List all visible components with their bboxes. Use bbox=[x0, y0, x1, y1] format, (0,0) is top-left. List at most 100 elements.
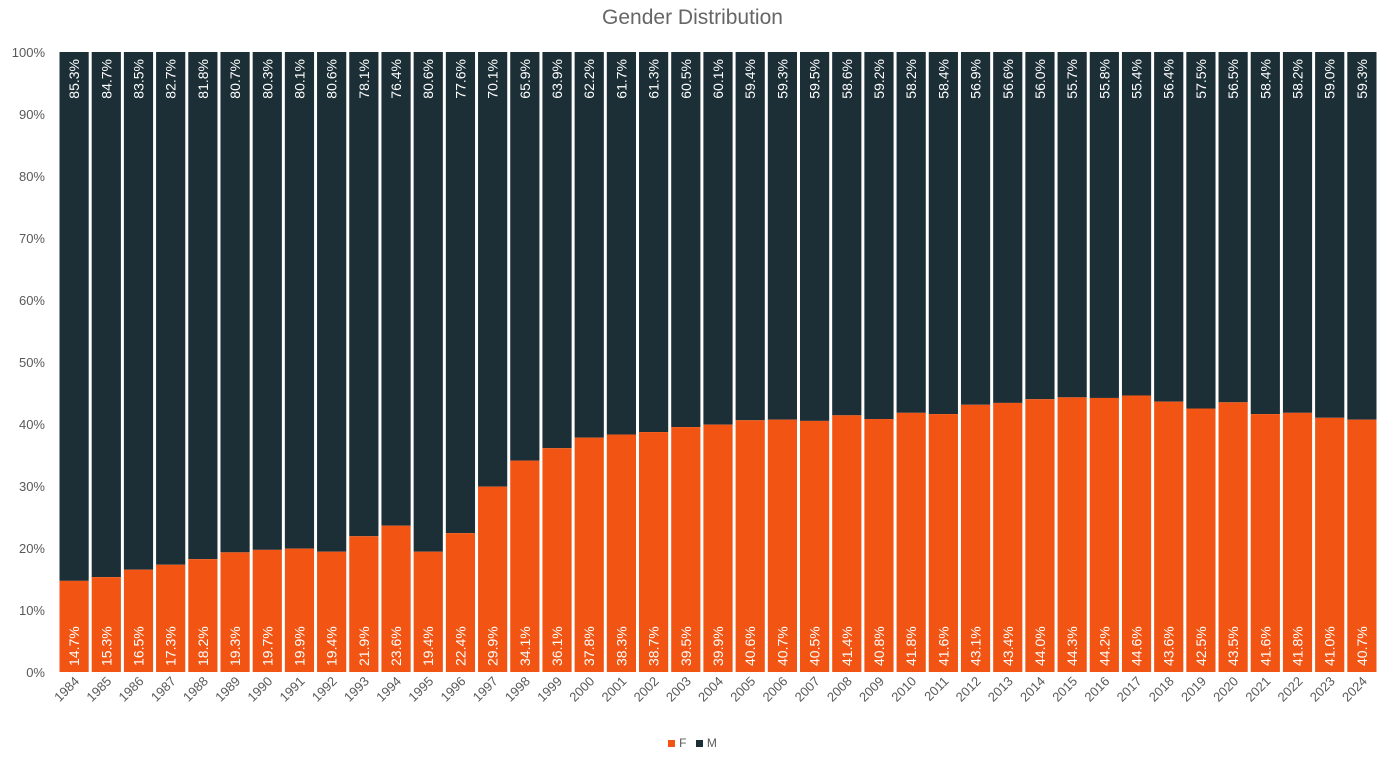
data-label-m: 61.7% bbox=[613, 59, 629, 99]
legend-label-m: M bbox=[706, 736, 717, 750]
y-tick-label: 0% bbox=[26, 665, 45, 680]
bar-m-2019 bbox=[1186, 52, 1216, 409]
data-label-f: 19.3% bbox=[227, 626, 243, 666]
data-label-f: 19.7% bbox=[259, 626, 275, 666]
bar-f-2015 bbox=[1057, 397, 1087, 672]
data-label-f: 21.9% bbox=[356, 626, 372, 666]
bar-m-2008 bbox=[832, 52, 862, 416]
data-label-m: 70.1% bbox=[485, 59, 501, 99]
data-label-m: 76.4% bbox=[388, 59, 404, 99]
data-label-f: 43.6% bbox=[1161, 626, 1177, 666]
x-tick-label: 2018 bbox=[1146, 674, 1177, 705]
bar-m-1999 bbox=[542, 52, 572, 449]
data-label-f: 41.6% bbox=[1257, 626, 1273, 666]
data-label-f: 40.5% bbox=[807, 626, 823, 666]
data-label-f: 44.6% bbox=[1129, 626, 1145, 666]
bar-m-1993 bbox=[349, 52, 379, 537]
bar-m-2015 bbox=[1057, 52, 1087, 398]
bar-m-2017 bbox=[1121, 52, 1152, 396]
x-tick-label: 2013 bbox=[985, 674, 1016, 705]
data-label-m: 55.7% bbox=[1064, 59, 1080, 99]
x-tick-label: 2022 bbox=[1275, 674, 1306, 705]
y-tick-label: 60% bbox=[19, 293, 45, 308]
bar-m-1992 bbox=[317, 52, 347, 552]
legend: F M bbox=[0, 736, 1385, 750]
x-tick-label: 1984 bbox=[51, 674, 82, 705]
data-label-m: 59.0% bbox=[1322, 59, 1338, 99]
data-label-m: 55.4% bbox=[1129, 59, 1145, 99]
bar-f-2018 bbox=[1154, 401, 1184, 672]
bar-f-2001 bbox=[606, 434, 637, 672]
bar-m-2011 bbox=[928, 52, 958, 415]
bar-f-1988 bbox=[188, 559, 218, 672]
bar-f-1986 bbox=[123, 569, 154, 672]
y-tick-label: 30% bbox=[19, 479, 45, 494]
data-label-f: 44.2% bbox=[1096, 626, 1112, 666]
x-tick-label: 2017 bbox=[1114, 674, 1145, 705]
data-label-f: 19.4% bbox=[324, 626, 340, 666]
bar-m-1996 bbox=[445, 52, 476, 534]
data-label-m: 59.3% bbox=[1354, 59, 1370, 99]
bar-f-2021 bbox=[1250, 414, 1280, 672]
bar-m-2003 bbox=[671, 52, 701, 428]
x-tick-label: 1992 bbox=[309, 674, 340, 705]
bar-f-2019 bbox=[1186, 408, 1216, 672]
bar-f-1995 bbox=[413, 551, 443, 672]
x-tick-label: 2019 bbox=[1178, 674, 1209, 705]
data-label-f: 14.7% bbox=[66, 626, 82, 666]
x-tick-label: 2024 bbox=[1339, 674, 1370, 705]
bar-m-1985 bbox=[91, 52, 121, 578]
data-label-m: 84.7% bbox=[98, 59, 114, 99]
x-tick-label: 2009 bbox=[856, 674, 887, 705]
data-label-m: 58.4% bbox=[1257, 59, 1273, 99]
bar-m-2005 bbox=[735, 52, 765, 421]
data-label-f: 29.9% bbox=[485, 626, 501, 666]
data-label-f: 41.8% bbox=[1290, 626, 1306, 666]
data-label-m: 58.4% bbox=[935, 59, 951, 99]
bar-m-2009 bbox=[864, 52, 894, 420]
data-label-f: 40.7% bbox=[1354, 626, 1370, 666]
x-tick-label: 2011 bbox=[921, 674, 951, 704]
bar-f-1993 bbox=[349, 536, 379, 672]
data-label-m: 80.1% bbox=[291, 59, 307, 99]
bar-m-2018 bbox=[1154, 52, 1184, 402]
data-label-m: 63.9% bbox=[549, 59, 565, 99]
data-label-f: 38.7% bbox=[646, 626, 662, 666]
data-label-m: 56.5% bbox=[1225, 59, 1241, 99]
data-label-f: 44.0% bbox=[1032, 626, 1048, 666]
x-tick-label: 2020 bbox=[1210, 674, 1241, 705]
data-label-f: 43.1% bbox=[968, 626, 984, 666]
x-tick-label: 2023 bbox=[1307, 674, 1338, 705]
bar-m-2020 bbox=[1218, 52, 1248, 403]
x-tick-label: 1996 bbox=[438, 674, 469, 705]
bar-f-2011 bbox=[928, 414, 958, 672]
data-label-m: 83.5% bbox=[130, 59, 146, 99]
x-tick-label: 2002 bbox=[631, 674, 662, 705]
data-label-f: 15.3% bbox=[98, 626, 114, 666]
x-tick-label: 1997 bbox=[470, 674, 501, 705]
data-label-m: 55.8% bbox=[1096, 59, 1112, 99]
legend-item-f: F bbox=[668, 736, 687, 750]
data-label-f: 40.7% bbox=[774, 626, 790, 666]
data-label-m: 58.6% bbox=[839, 59, 855, 99]
x-tick-label: 2006 bbox=[759, 674, 790, 705]
bar-f-2010 bbox=[896, 412, 926, 672]
bar-f-2022 bbox=[1282, 412, 1313, 672]
bar-f-2005 bbox=[735, 420, 765, 672]
legend-swatch-f bbox=[668, 740, 676, 748]
legend-item-m: M bbox=[695, 736, 717, 750]
y-tick-label: 50% bbox=[19, 355, 45, 370]
bar-f-2020 bbox=[1218, 402, 1248, 672]
data-label-m: 60.5% bbox=[678, 59, 694, 99]
data-label-f: 40.6% bbox=[742, 626, 758, 666]
data-label-f: 43.5% bbox=[1225, 626, 1241, 666]
y-tick-label: 90% bbox=[19, 107, 45, 122]
data-label-f: 16.5% bbox=[130, 626, 146, 666]
bar-f-2013 bbox=[993, 402, 1023, 672]
bar-m-2001 bbox=[606, 52, 637, 435]
data-label-m: 65.9% bbox=[517, 59, 533, 99]
bar-f-2023 bbox=[1315, 417, 1345, 672]
data-label-m: 80.3% bbox=[259, 59, 275, 99]
x-tick-label: 2005 bbox=[727, 674, 758, 705]
